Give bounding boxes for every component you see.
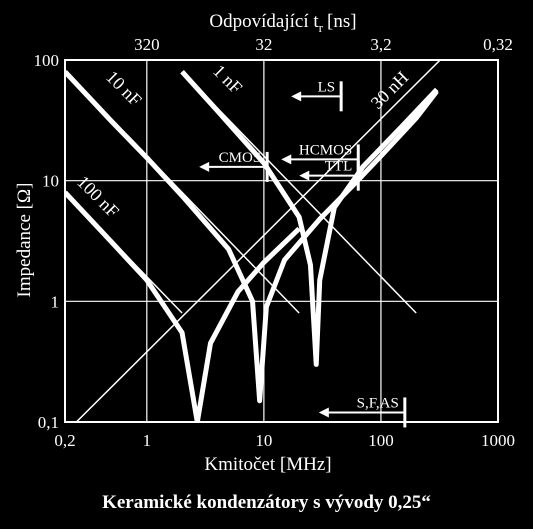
marker-label-ttl: TTL [325,159,353,175]
asymptote-lines [65,60,442,422]
plot-frame [64,59,499,423]
marker-arrow-s-f-as [318,407,329,418]
x-tick-label: 100 [368,431,394,450]
impedance-curves [65,69,439,422]
x-tick-label: 0,2 [54,431,75,450]
marker-arrow-ls [291,91,302,102]
x-tick-label: 10 [255,431,272,450]
top-tick-label: 3,2 [370,35,391,54]
top-tick-label: 0,32 [483,35,513,54]
y-tick-label: 10 [42,172,59,191]
x-axis-title: Kmitočet [MHz] [204,454,331,475]
label-10nf: 10 nF [102,67,145,110]
marker-arrow-ttl [299,170,310,181]
plot-area: 0,2 1 10 100 1000 0,1 1 10 100 320 32 3,2 0,32 10 nF 1… [34,35,516,450]
marker-label-ls: LS [318,79,336,95]
top-tick-label: 320 [134,35,160,54]
marker-label-s-f-as: S,F,AS [357,395,399,411]
top-axis-title: Odpovídající tr [ns] [209,11,356,35]
x-tick-label: 1000 [481,431,515,450]
marker-label-cmos: CMOS [219,150,262,166]
marker-arrow-hcmos [281,154,292,165]
label-30nh: 30 nH [367,67,413,113]
figure-caption: Keramické kondenzátory s vývody 0,25“ [102,492,431,513]
y-axis-title: Impedance [Ω] [14,183,35,298]
curve-1-nf [180,70,439,367]
label-100nf: 100 nF [73,172,123,222]
marker-label-hcmos: HCMOS [299,142,352,158]
impedance-chart: Odpovídající tr [ns] Kmitočet [MHz] Imped… [14,11,516,475]
y-tick-label: 0,1 [38,413,59,432]
y-tick-label: 1 [51,292,60,311]
x-tick-label: 1 [143,431,152,450]
y-tick-label: 100 [34,51,60,70]
curve-10-nf [65,69,439,404]
top-tick-label: 32 [255,35,272,54]
asymptote-30-nh [75,60,442,422]
label-1nf: 1 nF [209,61,246,98]
curve-100-nf [65,190,301,422]
marker-arrow-cmos [199,161,210,172]
